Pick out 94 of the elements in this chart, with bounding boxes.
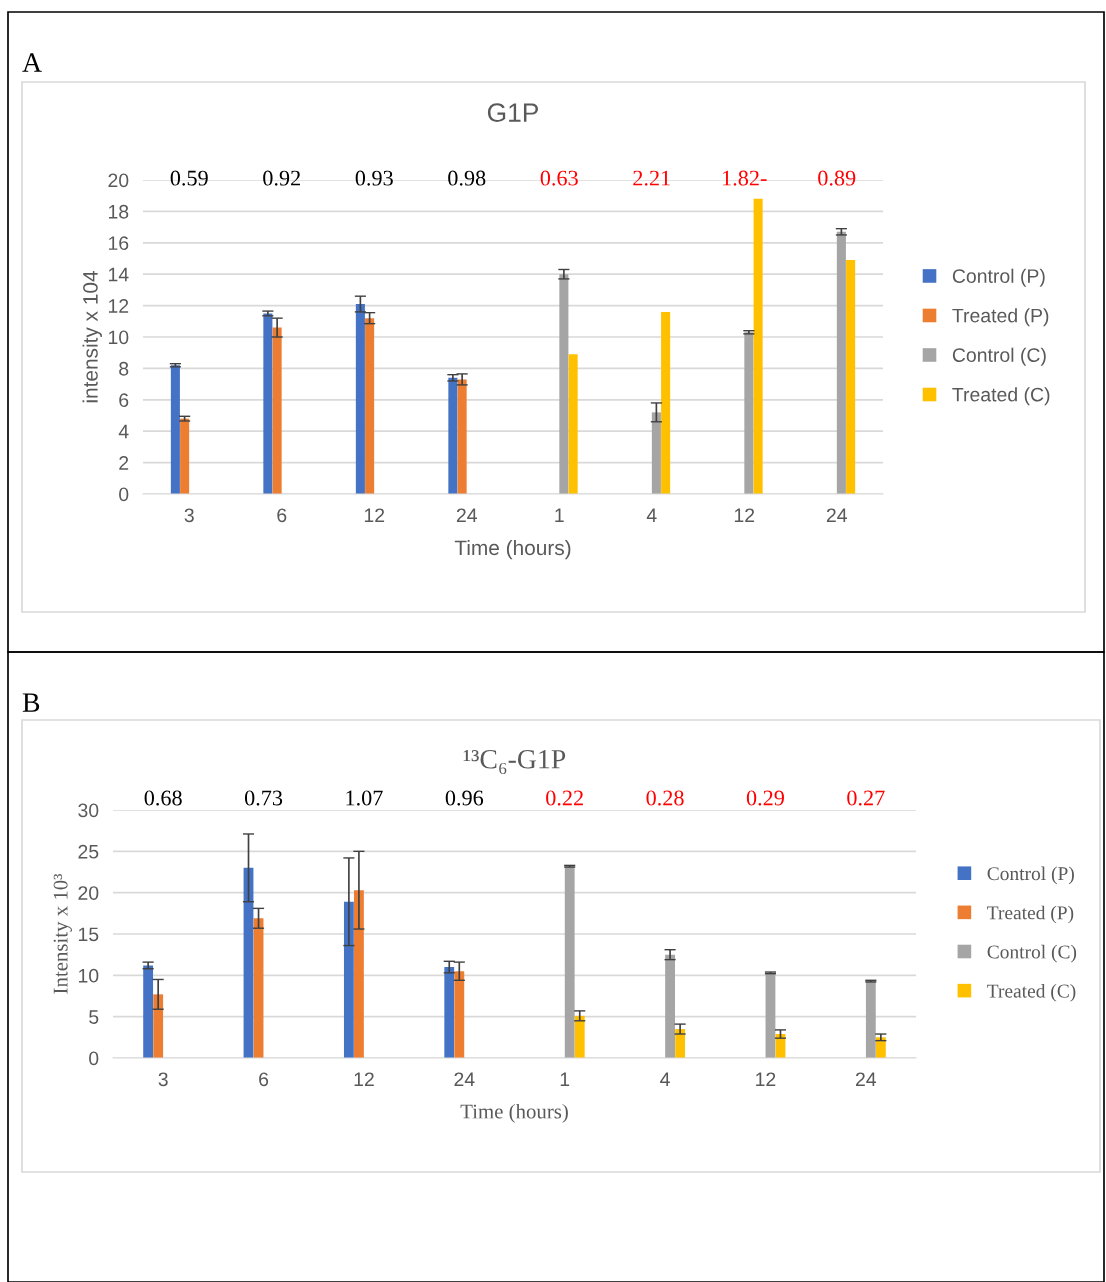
bar <box>836 231 846 494</box>
text: 1.07 <box>346 790 383 806</box>
y-tick-label: 20 <box>108 173 129 188</box>
y-tick-label: 5 <box>89 1010 99 1024</box>
legend-label: Control (C) <box>952 347 1046 366</box>
bar <box>875 1037 886 1058</box>
annotation: 2.21 <box>633 170 670 186</box>
bar <box>444 967 455 1058</box>
x-tick-label: 24 <box>454 1072 475 1086</box>
bar <box>564 866 575 1058</box>
bar <box>865 981 876 1058</box>
annotation: 0.92 <box>263 170 300 186</box>
y-tick-label: 12 <box>108 299 129 313</box>
x-tick-label: 3 <box>158 1072 168 1087</box>
y-tick-label: 30 <box>78 803 99 818</box>
bar <box>272 327 282 494</box>
bar <box>355 304 365 494</box>
x-tick-label: 24 <box>826 508 847 522</box>
x-tick-label: 24 <box>456 508 477 522</box>
bar <box>448 377 458 494</box>
legend-label: Control (P) <box>987 866 1074 885</box>
y-tick-label: 16 <box>108 236 129 251</box>
bar <box>568 354 578 494</box>
bar <box>180 418 190 494</box>
text: 0.29 <box>746 790 784 806</box>
text: 0.28 <box>646 790 684 806</box>
bar <box>153 994 164 1058</box>
bar <box>263 313 273 494</box>
x-tick-label: 4 <box>660 1072 670 1086</box>
x-tick-label: 4 <box>646 508 657 522</box>
y-tick-label: 20 <box>78 886 99 900</box>
y-tick-label: 15 <box>78 927 99 942</box>
bar <box>170 365 180 494</box>
y-tick-label: 0 <box>119 487 129 502</box>
bar <box>559 274 569 494</box>
y-axis-title: intensity x 104 <box>82 271 102 403</box>
bar <box>143 965 154 1058</box>
text: 0.73 <box>244 790 283 806</box>
y-tick-label: 10 <box>108 330 129 345</box>
y-tick-label: 8 <box>119 361 129 376</box>
x-tick-label: 12 <box>756 1072 776 1086</box>
legend-label: Treated (C) <box>987 983 1076 1002</box>
y-tick-label: 6 <box>119 393 129 408</box>
bar <box>343 901 354 1058</box>
legend-label: Treated (P) <box>952 308 1049 327</box>
annotation: 0.63 <box>540 170 578 186</box>
chart-title: ¹³C₆-G1P <box>463 749 566 775</box>
bar <box>651 412 661 494</box>
x-tick-label: 6 <box>277 508 287 523</box>
bar <box>365 318 375 494</box>
text: 0.68 <box>144 790 182 806</box>
text: 0.27 <box>847 790 885 806</box>
y-tick-label: 10 <box>78 968 99 983</box>
y-tick-label: 0 <box>89 1051 99 1066</box>
bar <box>253 918 264 1058</box>
text: 0.22 <box>546 790 583 806</box>
bar <box>574 1015 585 1058</box>
x-tick-label: 24 <box>855 1072 877 1086</box>
x-tick-label: 12 <box>734 508 755 522</box>
x-tick-label: 12 <box>354 1072 374 1086</box>
annotation: 0.98 <box>448 170 486 186</box>
x-axis-title: Time (hours) <box>454 539 571 560</box>
legend-label: Treated (C) <box>952 387 1050 406</box>
text: 0.96 <box>445 790 484 806</box>
bar <box>846 260 856 494</box>
bar <box>354 890 364 1058</box>
legend-label: Treated (P) <box>987 905 1074 924</box>
x-tick-label: 1 <box>560 1072 570 1086</box>
bar <box>665 954 675 1058</box>
y-tick-label: 14 <box>108 267 129 282</box>
y-tick-label: 18 <box>108 204 129 219</box>
text: B <box>22 693 40 712</box>
annotation: 0.93 <box>355 170 393 186</box>
x-tick-label: 1 <box>555 508 564 522</box>
bar <box>744 332 754 494</box>
chart-title: G1P <box>487 103 539 122</box>
y-tick-label: 2 <box>119 456 129 470</box>
bar <box>454 971 465 1058</box>
y-tick-label: 25 <box>78 844 99 859</box>
legend-label: Control (P) <box>952 268 1045 287</box>
x-tick-label: 3 <box>184 508 194 523</box>
bar <box>661 311 671 494</box>
annotation: 1.82- <box>723 170 767 186</box>
legend-label: Control (C) <box>987 944 1077 963</box>
x-tick-label: 12 <box>364 508 385 522</box>
text: A <box>22 53 42 72</box>
bar <box>753 198 763 494</box>
y-axis-title: Intensity x 10³ <box>53 873 72 994</box>
y-tick-label: 4 <box>118 424 129 439</box>
x-tick-label: 6 <box>259 1072 269 1087</box>
x-axis-title: Time (hours) <box>460 1103 568 1123</box>
bar <box>457 379 467 494</box>
annotation: 0.89 <box>818 170 856 186</box>
annotation: 0.59 <box>170 170 208 186</box>
